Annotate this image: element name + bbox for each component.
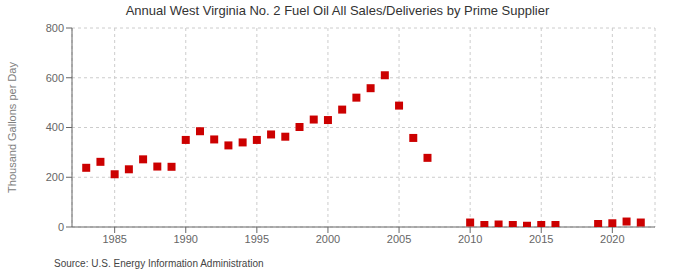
svg-text:600: 600 — [46, 72, 64, 84]
svg-text:2020: 2020 — [600, 233, 624, 245]
html-text:Source: U.S. Energy Informatio: Source: U.S. Energy Information Administ… — [54, 258, 264, 269]
svg-text:Thousand Gallons per Day: Thousand Gallons per Day — [8, 62, 18, 193]
svg-text:200: 200 — [46, 171, 64, 183]
svg-text:2000: 2000 — [316, 233, 340, 245]
svg-text:0: 0 — [58, 221, 64, 233]
svg-text:1985: 1985 — [102, 233, 126, 245]
svg-text:1990: 1990 — [174, 233, 198, 245]
svg-text:400: 400 — [46, 121, 64, 133]
svg-text:1995: 1995 — [245, 233, 269, 245]
svg-text:2015: 2015 — [529, 233, 553, 245]
svg-text:2005: 2005 — [387, 233, 411, 245]
html-text:Annual West Virginia No. 2 Fue: Annual West Virginia No. 2 Fuel Oil All … — [125, 3, 550, 18]
svg-text:2010: 2010 — [458, 233, 482, 245]
svg-text:800: 800 — [46, 22, 64, 34]
